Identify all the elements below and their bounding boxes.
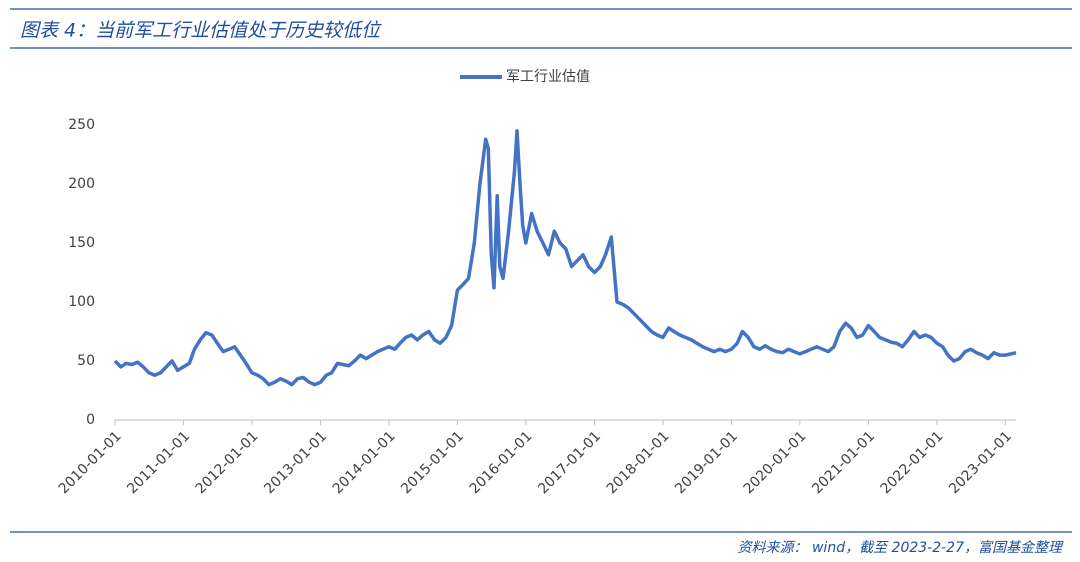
y-tick-label: 50 bbox=[77, 353, 95, 369]
x-tick-label: 2010-01-01 bbox=[56, 428, 125, 497]
x-tick-label: 2012-01-01 bbox=[193, 428, 262, 497]
y-tick-label: 150 bbox=[68, 235, 95, 251]
y-tick-label: 100 bbox=[68, 294, 95, 310]
x-tick-label: 2019-01-01 bbox=[672, 428, 741, 497]
x-tick-label: 2017-01-01 bbox=[535, 428, 604, 497]
series-line bbox=[113, 129, 1017, 387]
x-tick-label: 2020-01-01 bbox=[741, 428, 810, 497]
x-tick-label: 2016-01-01 bbox=[467, 428, 536, 497]
x-tick-label: 2022-01-01 bbox=[878, 428, 947, 497]
y-tick-label: 0 bbox=[86, 412, 95, 428]
x-tick-label: 2018-01-01 bbox=[604, 428, 673, 497]
y-tick-label: 250 bbox=[68, 117, 95, 133]
x-tick-label: 2015-01-01 bbox=[398, 428, 467, 497]
source-note: 资料来源： wind，截至 2023-2-27，富国基金整理 bbox=[738, 540, 1064, 556]
y-tick-label: 200 bbox=[68, 176, 95, 192]
legend-label: 军工行业估值 bbox=[506, 69, 590, 85]
x-tick-label: 2013-01-01 bbox=[261, 428, 330, 497]
chart-title: 图表 4：当前军工行业估值处于历史较低位 bbox=[20, 20, 382, 42]
x-tick-label: 2023-01-01 bbox=[946, 428, 1015, 497]
x-tick-label: 2021-01-01 bbox=[809, 428, 878, 497]
x-tick-label: 2014-01-01 bbox=[330, 428, 399, 497]
x-tick-label: 2011-01-01 bbox=[124, 428, 193, 497]
